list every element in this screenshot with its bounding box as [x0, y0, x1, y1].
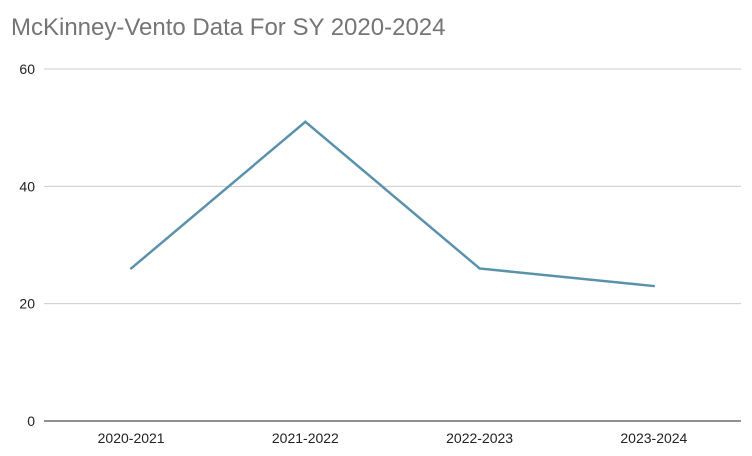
- y-tick-label: 0: [27, 413, 35, 429]
- x-tick-label: 2023-2024: [620, 430, 687, 446]
- series-layer: [129, 120, 656, 288]
- y-tick-label: 60: [19, 61, 35, 77]
- y-tick-label: 20: [19, 296, 35, 312]
- data-point: [478, 267, 481, 270]
- x-tick-label: 2021-2022: [272, 430, 339, 446]
- series-line: [130, 120, 655, 288]
- chart-title: McKinney-Vento Data For SY 2020-2024: [11, 14, 446, 41]
- data-point: [304, 120, 307, 124]
- gridlines: [44, 68, 741, 305]
- x-tick-labels: 2020-2021 2021-2022 2022-2023 2023-2024: [98, 430, 688, 446]
- data-point: [652, 284, 656, 288]
- x-tick-label: 2022-2023: [446, 430, 513, 446]
- x-tick-label: 2020-2021: [98, 430, 165, 446]
- data-point: [129, 267, 133, 270]
- y-tick-label: 40: [19, 178, 35, 194]
- y-tick-labels: 0 20 40 60: [19, 61, 35, 429]
